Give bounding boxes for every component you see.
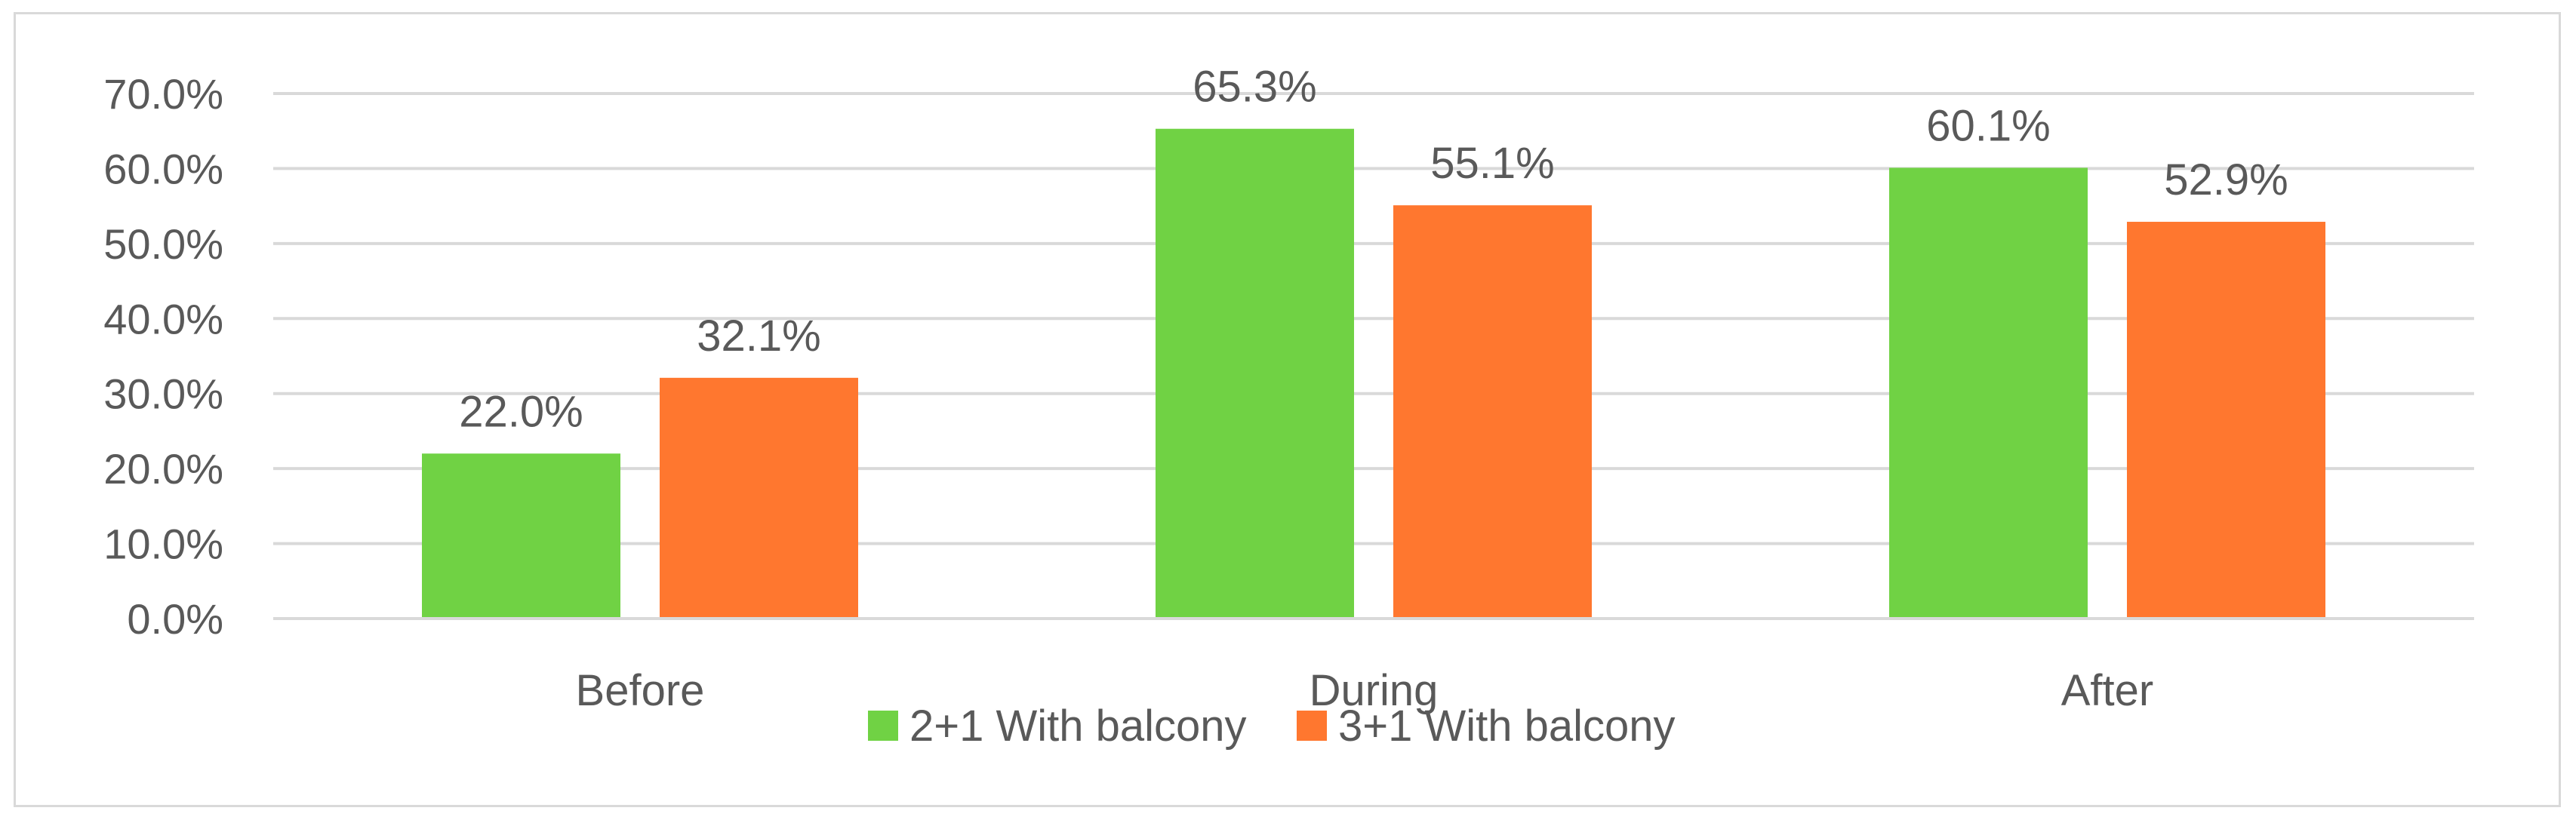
data-label: 60.1% xyxy=(1926,101,2050,150)
data-label: 65.3% xyxy=(1193,63,1316,112)
y-tick-label: 50.0% xyxy=(103,220,223,268)
x-axis-category-labels: Before During After xyxy=(576,666,2154,715)
bars xyxy=(422,128,2325,619)
y-axis-tick-labels: 0.0% 10.0% 20.0% 30.0% 40.0% 50.0% 60.0% 70.0% xyxy=(103,70,223,643)
y-tick-label: 10.0% xyxy=(103,521,223,568)
y-tick-label: 70.0% xyxy=(103,70,223,118)
y-tick-label: 20.0% xyxy=(103,445,223,493)
y-tick-label: 40.0% xyxy=(103,295,223,342)
x-category-label: During xyxy=(1310,666,1439,715)
y-tick-label: 60.0% xyxy=(103,145,223,192)
data-label: 32.1% xyxy=(697,312,820,361)
data-label: 55.1% xyxy=(1430,139,1554,188)
bar-before-series-2 xyxy=(660,377,858,619)
legend-swatch xyxy=(1297,711,1327,741)
legend-label: 3+1 With balcony xyxy=(1338,702,1676,751)
bar-during-series-1 xyxy=(1156,128,1354,619)
legend-label: 2+1 With balcony xyxy=(909,702,1247,751)
y-tick-label: 0.0% xyxy=(127,595,223,643)
data-label: 22.0% xyxy=(459,387,583,436)
x-category-label: Before xyxy=(576,666,705,715)
gridlines xyxy=(273,92,2474,545)
legend: 2+1 With balcony 3+1 With balcony xyxy=(868,702,1676,751)
data-labels: 22.0% 32.1% 65.3% 55.1% 60.1% 52.9% xyxy=(459,63,2288,437)
bar-after-series-1 xyxy=(1889,167,2088,619)
y-tick-label: 30.0% xyxy=(103,370,223,418)
legend-swatch xyxy=(868,711,898,741)
bar-before-series-1 xyxy=(422,453,620,619)
bar-after-series-2 xyxy=(2127,222,2325,619)
x-category-label: After xyxy=(2061,666,2154,715)
bar-during-series-2 xyxy=(1393,205,1592,619)
data-label: 52.9% xyxy=(2164,155,2288,204)
